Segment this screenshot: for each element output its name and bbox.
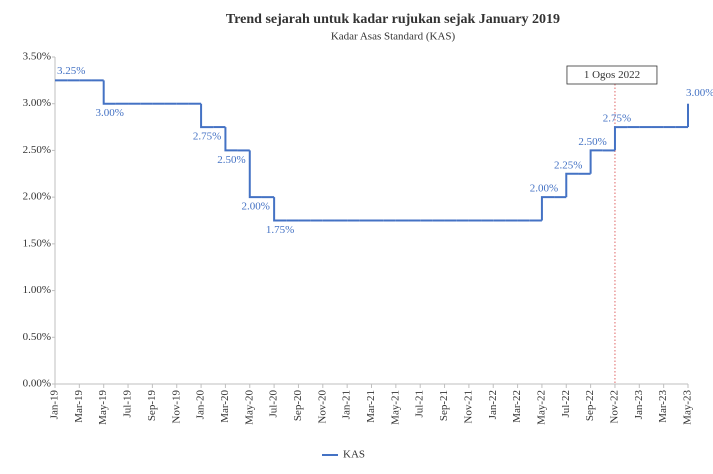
x-tick-label: Jul-22 <box>560 390 572 418</box>
value-label: 2.00% <box>530 183 558 195</box>
chart-subtitle: Kadar Asas Standard (KAS) <box>331 31 456 43</box>
x-tick-label: Sep-20 <box>292 390 304 422</box>
value-label: 3.00% <box>95 107 123 119</box>
step-segment <box>102 80 116 105</box>
y-tick-label: 0.50% <box>23 331 51 343</box>
step-segment <box>273 197 287 222</box>
x-tick-label: Nov-20 <box>316 390 328 424</box>
value-label: 2.75% <box>193 131 221 143</box>
x-tick-label: May-22 <box>535 390 547 425</box>
x-tick-label: Jul-20 <box>268 390 280 418</box>
step-segment <box>248 150 262 199</box>
chart-title: Trend sejarah untuk kadar rujukan sejak … <box>226 12 560 27</box>
x-tick-label: Mar-21 <box>365 390 377 423</box>
annotation-box <box>566 65 658 85</box>
value-label: 2.00% <box>242 201 270 213</box>
x-tick-label: Mar-22 <box>511 390 523 423</box>
x-tick-label: Nov-19 <box>170 390 182 424</box>
x-tick-label: Jul-19 <box>122 390 134 418</box>
step-segment <box>589 149 603 174</box>
legend-label: KAS <box>343 449 365 461</box>
y-tick-label: 3.00% <box>23 97 51 109</box>
step-segment <box>224 127 238 152</box>
y-tick-label: 0.00% <box>23 378 51 390</box>
x-tick-label: Jan-23 <box>633 390 645 420</box>
x-tick-label: Sep-19 <box>146 390 158 422</box>
x-tick-label: May-20 <box>243 390 255 425</box>
x-tick-label: Mar-19 <box>73 390 85 423</box>
value-label: 1.75% <box>266 224 294 236</box>
step-segment <box>613 126 628 151</box>
value-label: 2.50% <box>217 154 245 166</box>
x-tick-label: Nov-22 <box>608 390 620 424</box>
annotation-label: 1 Ogos 2022 <box>584 69 640 81</box>
step-segment <box>200 103 214 129</box>
x-tick-label: May-21 <box>389 390 401 425</box>
x-tick-label: Mar-20 <box>219 390 231 423</box>
value-label: 3.00% <box>686 87 713 99</box>
x-tick-label: Jan-20 <box>195 390 207 420</box>
x-tick-label: Jan-19 <box>49 390 61 420</box>
x-tick-label: Jan-22 <box>487 390 499 419</box>
x-tick-label: May-23 <box>682 390 694 425</box>
x-tick-label: Jan-21 <box>341 390 353 419</box>
value-label: 2.25% <box>554 159 582 171</box>
value-label: 2.75% <box>603 113 631 125</box>
step-segment <box>540 196 555 221</box>
step-segment <box>565 172 579 198</box>
value-label: 3.25% <box>57 65 85 77</box>
value-label: 2.50% <box>578 136 606 148</box>
x-tick-label: Nov-21 <box>462 390 474 424</box>
x-tick-label: Jul-21 <box>414 390 426 418</box>
y-tick-label: 1.00% <box>23 284 51 296</box>
y-tick-label: 2.00% <box>23 191 51 203</box>
x-tick-label: May-19 <box>97 390 109 425</box>
y-tick-label: 1.50% <box>23 237 51 249</box>
y-tick-label: 3.50% <box>23 51 51 63</box>
x-tick-label: Mar-23 <box>657 390 669 423</box>
x-tick-label: Sep-21 <box>438 390 450 421</box>
y-tick-label: 2.50% <box>23 144 51 156</box>
x-tick-label: Sep-22 <box>584 390 596 421</box>
